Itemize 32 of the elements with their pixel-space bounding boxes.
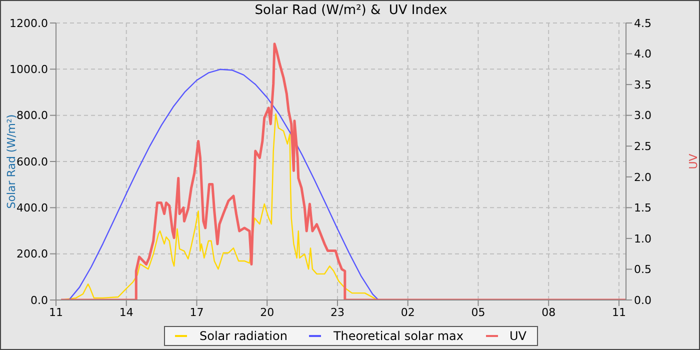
x-tick-label: 08 — [542, 306, 556, 319]
x-tick-label: 20 — [260, 306, 274, 319]
y2-tick-label: 3.0 — [634, 109, 652, 122]
y-axis-title: Solar Rad (W/m²) — [4, 114, 18, 209]
chart-title: Solar Rad (W/m²) & UV Index — [254, 3, 448, 18]
y-tick-label: 1000.0 — [10, 63, 48, 76]
y-tick-label: 1200.0 — [10, 16, 48, 30]
y-tick-label: 0.0 — [30, 294, 48, 307]
y2-tick-label: 1.5 — [634, 202, 652, 215]
y-tick-label: 600.0 — [16, 155, 48, 168]
y2-tick-label: 0.5 — [634, 263, 652, 276]
y-tick-label: 200.0 — [16, 248, 48, 261]
y-tick-label: 400.0 — [16, 202, 48, 215]
y-tick-label: 800.0 — [16, 109, 48, 122]
legend-label: Theoretical solar max — [333, 329, 464, 343]
y2-tick-label: 3.5 — [634, 78, 652, 92]
legend-label: UV — [510, 329, 526, 343]
x-tick-label: 17 — [190, 306, 204, 319]
y2-tick-label: 1.0 — [634, 232, 652, 246]
x-tick-label: 05 — [471, 306, 486, 319]
y2-tick-label: 0.0 — [634, 294, 652, 307]
x-tick-label: 11 — [612, 306, 626, 319]
legend-label: Solar radiation — [199, 329, 288, 343]
y2-tick-label: 4.0 — [634, 48, 652, 61]
x-tick-label: 23 — [330, 306, 344, 319]
y2-axis-title: UV — [686, 153, 700, 170]
y2-tick-label: 2.5 — [634, 140, 652, 154]
y2-tick-label: 4.5 — [634, 16, 652, 30]
x-tick-label: 11 — [49, 306, 63, 319]
x-tick-label: 02 — [400, 306, 415, 319]
y2-tick-label: 2.0 — [634, 170, 652, 184]
x-tick-label: 14 — [119, 306, 134, 319]
